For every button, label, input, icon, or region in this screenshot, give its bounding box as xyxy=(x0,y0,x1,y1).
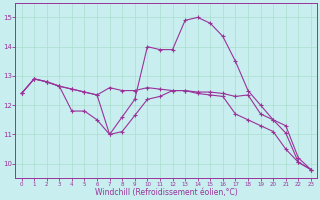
X-axis label: Windchill (Refroidissement éolien,°C): Windchill (Refroidissement éolien,°C) xyxy=(95,188,238,197)
